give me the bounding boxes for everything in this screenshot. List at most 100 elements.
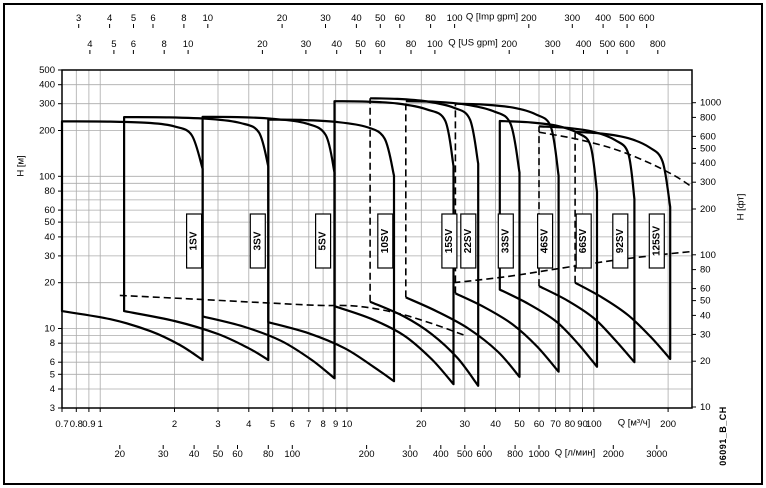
x-tick-label: 8 bbox=[162, 39, 167, 50]
family-label-15SV: 15SV bbox=[444, 228, 455, 253]
family-label-box-3SV bbox=[249, 213, 266, 269]
x-axis-title-imp-gpm: Q [Imp gpm] bbox=[465, 11, 519, 23]
x-tick-label: 100 bbox=[284, 449, 300, 460]
x-tick-label: 6 bbox=[290, 419, 295, 430]
family-label-box-46SV bbox=[536, 213, 554, 269]
family-label-box-125SV bbox=[648, 213, 665, 269]
x-tick-label: 20 bbox=[416, 419, 427, 430]
x-tick-label: 50 bbox=[375, 13, 386, 24]
y-tick-label: 500 bbox=[700, 144, 716, 155]
x-tick-label: 80 bbox=[406, 39, 417, 50]
x-tick-label: 9 bbox=[333, 419, 338, 430]
x-tick-label: 30 bbox=[320, 13, 331, 24]
x-tick-label: 3 bbox=[76, 13, 81, 24]
x-tick-label: 200 bbox=[521, 13, 537, 24]
y-tick-label: 10 bbox=[44, 324, 55, 335]
x-tick-label: 70 bbox=[550, 419, 561, 430]
x-tick-label: 500 bbox=[457, 449, 473, 460]
x-tick-label: 40 bbox=[331, 39, 342, 50]
family-label-box-15SV bbox=[441, 213, 458, 269]
x-tick-label: 60 bbox=[232, 449, 243, 460]
x-tick-label: 20 bbox=[115, 449, 126, 460]
y-tick-label: 5 bbox=[50, 369, 55, 380]
x-tick-label: 60 bbox=[534, 419, 545, 430]
pump-envelope-15SV bbox=[333, 100, 455, 386]
x-tick-label: 4 bbox=[246, 419, 251, 430]
x-tick-label: 600 bbox=[639, 13, 655, 24]
y-tick-label: 100 bbox=[39, 171, 55, 182]
x-tick-label: 8 bbox=[320, 419, 325, 430]
family-label-5SV: 5SV bbox=[318, 231, 329, 250]
pump-envelope-33SV bbox=[405, 100, 521, 378]
y-tick-label: 40 bbox=[44, 232, 55, 243]
y-tick-label: 1000 bbox=[700, 98, 721, 109]
x-tick-label: 50 bbox=[213, 449, 224, 460]
x-tick-label: 600 bbox=[476, 449, 492, 460]
y-tick-label: 50 bbox=[44, 217, 55, 228]
x-tick-label: 10 bbox=[203, 13, 214, 24]
x-tick-label: 500 bbox=[619, 13, 635, 24]
x-tick-label: 6 bbox=[131, 39, 136, 50]
x-tick-label: 5 bbox=[111, 39, 116, 50]
family-label-10SV: 10SV bbox=[380, 228, 391, 253]
x-tick-label: 3 bbox=[215, 419, 220, 430]
x-tick-label: 4 bbox=[107, 13, 112, 24]
envelope-curves-layer bbox=[60, 97, 672, 387]
plot-frame bbox=[61, 69, 693, 409]
pump-envelope-46SV bbox=[454, 102, 560, 373]
x-tick-label: 500 bbox=[599, 39, 615, 50]
family-label-box-5SV bbox=[315, 213, 332, 269]
x-tick-label: 10 bbox=[342, 419, 353, 430]
y-tick-label: 200 bbox=[700, 204, 716, 215]
y-axis-title-right-feet: H [фт] bbox=[735, 193, 747, 221]
y-tick-label: 4 bbox=[50, 384, 55, 395]
family-label-box-66SV bbox=[575, 213, 592, 269]
x-tick-label: 100 bbox=[586, 419, 602, 430]
y-tick-label: 6 bbox=[50, 357, 55, 368]
y-tick-label: 30 bbox=[44, 251, 55, 262]
x-axis-title-lmin: Q [л/мин] bbox=[554, 447, 596, 459]
x-tick-label: 1000 bbox=[528, 449, 549, 460]
x-tick-label: 40 bbox=[351, 13, 362, 24]
x-tick-label: 10 bbox=[183, 39, 194, 50]
family-label-box-33SV bbox=[497, 213, 514, 269]
x-tick-label: 0.7 bbox=[55, 419, 68, 430]
x-tick-label: 40 bbox=[189, 449, 200, 460]
x-tick-label: 100 bbox=[427, 39, 443, 50]
x-tick-label: 2000 bbox=[603, 449, 624, 460]
family-label-92SV: 92SV bbox=[615, 228, 626, 253]
x-tick-label: 50 bbox=[514, 419, 525, 430]
x-tick-label: 30 bbox=[460, 419, 471, 430]
x-tick-label: 30 bbox=[158, 449, 169, 460]
y-tick-label: 100 bbox=[700, 250, 716, 261]
pump-envelope-5SV bbox=[201, 115, 336, 380]
y-tick-label: 60 bbox=[700, 284, 711, 295]
x-tick-label: 100 bbox=[447, 13, 463, 24]
pump-envelope-1SV bbox=[60, 120, 204, 362]
y-tick-label: 40 bbox=[700, 310, 711, 321]
family-label-66SV: 66SV bbox=[578, 228, 589, 253]
y-tick-label: 10 bbox=[700, 402, 711, 413]
x-tick-label: 300 bbox=[564, 13, 580, 24]
family-label-box-1SV bbox=[186, 213, 203, 269]
y-tick-label: 3 bbox=[50, 403, 55, 414]
family-labels-layer: 1SV 3SV 5SV 10SV 15SV 22SV 33SV 46SV 66SV 92SV 125… bbox=[186, 213, 665, 269]
x-axis-title-us-gpm: Q [US gpm] bbox=[448, 37, 498, 49]
family-label-box-10SV bbox=[377, 213, 394, 269]
x-tick-label: 5 bbox=[131, 13, 136, 24]
x-axis-title-m3h: Q [м³/ч] bbox=[617, 417, 651, 429]
x-tick-label: 6 bbox=[150, 13, 155, 24]
x-tick-label: 1 bbox=[98, 419, 103, 430]
family-label-3SV: 3SV bbox=[252, 231, 263, 250]
family-label-box-22SV bbox=[460, 213, 477, 269]
pump-envelope-66SV bbox=[498, 119, 599, 368]
x-tick-label: 30 bbox=[301, 39, 312, 50]
x-tick-label: 40 bbox=[490, 419, 501, 430]
x-tick-label: 0.8 bbox=[70, 419, 83, 430]
pump-envelope-125SV bbox=[574, 130, 672, 361]
y-tick-label: 400 bbox=[700, 158, 716, 169]
x-tick-label: 200 bbox=[660, 419, 676, 430]
x-tick-label: 5 bbox=[270, 419, 275, 430]
x-tick-label: 400 bbox=[433, 449, 449, 460]
